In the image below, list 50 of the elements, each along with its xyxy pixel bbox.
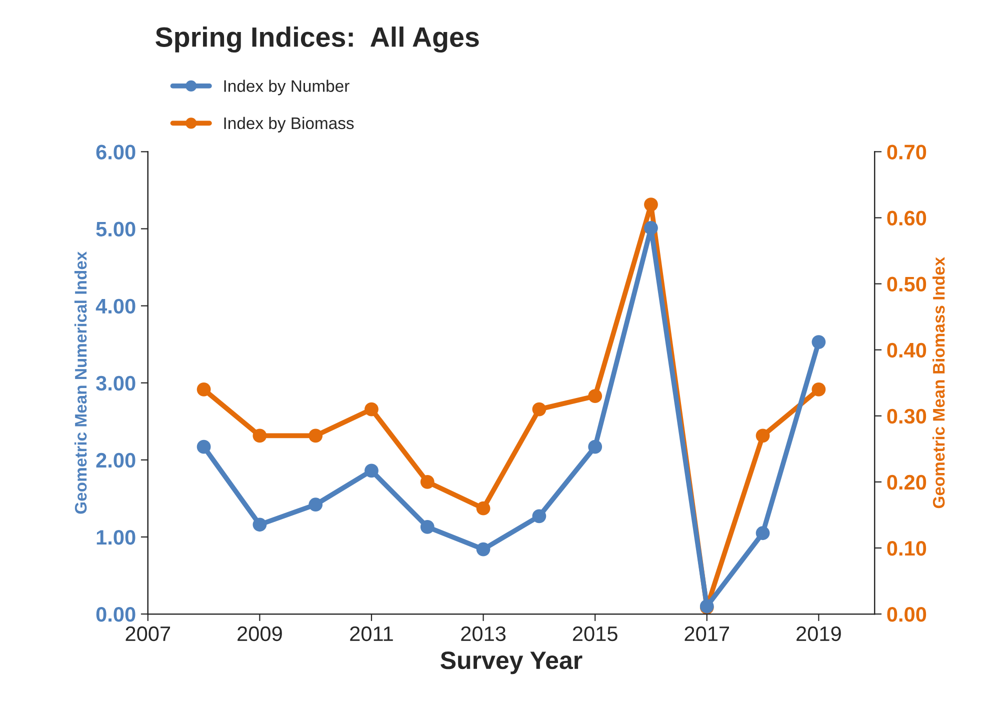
legend-label: Index by Biomass [224, 116, 354, 132]
x-tick-label: 2007 [126, 626, 170, 642]
legend-label: Index by Number [224, 80, 350, 96]
point [364, 402, 378, 416]
y2-tick-label: 0.10 [887, 540, 926, 556]
y-tick-label: 5.00 [96, 222, 136, 237]
y2-tick-label: 0.40 [887, 342, 926, 358]
y2-tick-label: 0.70 [887, 144, 926, 160]
point [756, 526, 770, 540]
y-tick-label: 4.00 [96, 298, 136, 314]
y-tick-label: 2.00 [96, 452, 136, 468]
point [812, 335, 826, 349]
y2-tick-label: 0.00 [887, 607, 926, 622]
point [476, 501, 490, 516]
x-tick-label: 2017 [684, 626, 730, 642]
point [252, 428, 267, 443]
point [364, 464, 378, 478]
y-tick-label: 1.00 [96, 530, 136, 545]
point [252, 518, 267, 532]
x-tick-label: 2011 [350, 626, 393, 642]
point [532, 509, 546, 524]
point [756, 428, 770, 443]
point [420, 520, 434, 534]
y-tick-label: 6.00 [96, 144, 136, 160]
x-axis-title: Survey Year [440, 651, 582, 674]
x-tick-label: 2015 [572, 626, 618, 642]
point [308, 428, 323, 443]
point [644, 221, 658, 235]
point [588, 440, 602, 454]
x-tick-label: 2013 [461, 626, 506, 642]
point [532, 402, 546, 416]
point [644, 198, 658, 212]
y2-tick-label: 0.30 [887, 408, 926, 424]
x-tick-label: 2009 [238, 626, 282, 642]
point [196, 382, 211, 396]
point [812, 382, 826, 396]
point [420, 474, 434, 489]
x-tick-label: 2019 [796, 626, 841, 642]
y2-tick-label: 0.60 [887, 210, 926, 226]
y2-tick-label: 0.20 [887, 474, 926, 490]
chart-title: Spring Indices: All Ages [156, 26, 479, 53]
point [308, 498, 323, 512]
point [476, 542, 490, 556]
point [196, 440, 211, 454]
y-axis-title: Geometric Mean Numerical Index [74, 251, 87, 514]
y-tick-label: 3.00 [96, 376, 136, 391]
point [588, 389, 602, 404]
y2-tick-label: 0.50 [887, 276, 926, 292]
y2-axis-title: Geometric Mean Biomass Index [932, 257, 945, 508]
y-tick-label: 0.00 [96, 607, 136, 622]
